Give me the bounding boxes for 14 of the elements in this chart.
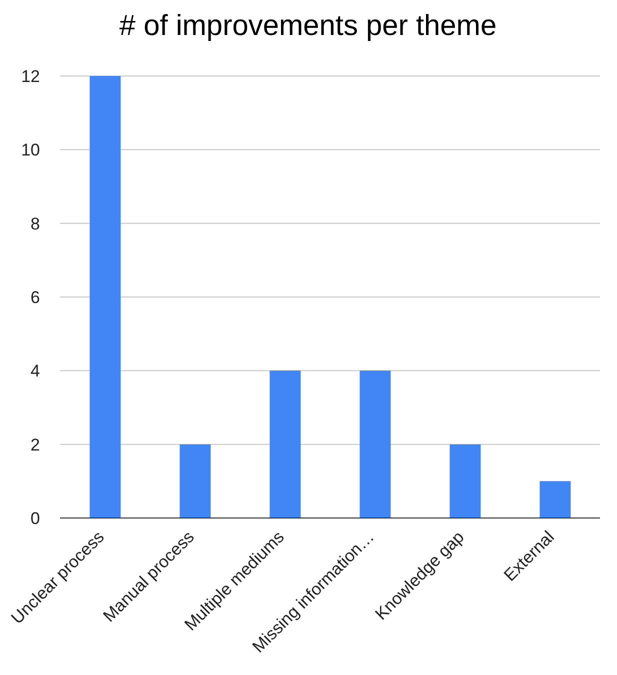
bar [270, 370, 301, 518]
y-tick-label: 6 [30, 288, 40, 308]
bar [540, 481, 571, 518]
y-tick-label: 2 [30, 435, 40, 454]
y-tick-label: 0 [30, 509, 40, 528]
bar [360, 370, 391, 518]
bar [90, 76, 121, 518]
bar [180, 444, 211, 518]
y-tick-label: 4 [30, 362, 40, 381]
y-tick-label: 8 [30, 214, 40, 234]
y-tick-label: 10 [21, 140, 40, 160]
bar [450, 444, 481, 518]
chart-title: # of improvements per theme [118, 9, 498, 44]
y-tick-label: 12 [21, 67, 40, 86]
